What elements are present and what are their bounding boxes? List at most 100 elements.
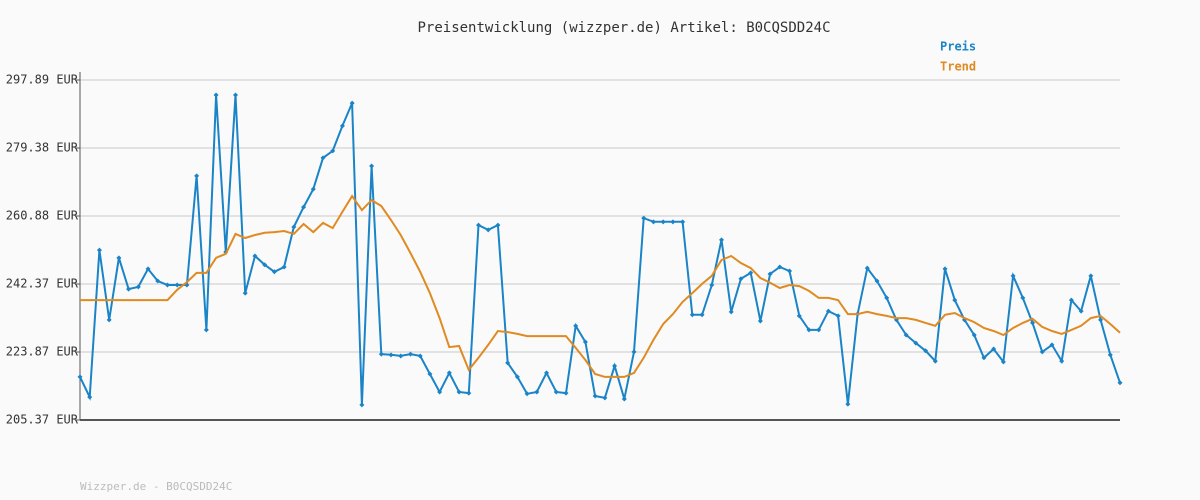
- point: [505, 360, 511, 366]
- point: [369, 163, 375, 169]
- point: [252, 253, 258, 259]
- y-tick-label: 279.38 EUR: [6, 141, 79, 155]
- point: [407, 351, 413, 357]
- point: [485, 227, 491, 233]
- point: [1117, 380, 1123, 386]
- point: [913, 340, 919, 346]
- point: [631, 349, 637, 355]
- point: [582, 339, 588, 345]
- point: [1068, 297, 1074, 303]
- point: [612, 363, 618, 369]
- legend-label: Preis: [940, 40, 976, 54]
- point: [359, 402, 365, 408]
- point: [835, 313, 841, 319]
- series-line: [80, 194, 1121, 378]
- point: [903, 332, 909, 338]
- point: [971, 332, 977, 338]
- point: [164, 282, 170, 288]
- y-tick-label: 205.37 EUR: [6, 413, 79, 427]
- point: [777, 264, 783, 270]
- point: [87, 394, 93, 400]
- point: [495, 222, 501, 228]
- point: [952, 297, 958, 303]
- point: [553, 389, 559, 395]
- point: [281, 264, 287, 270]
- point: [787, 268, 793, 274]
- point: [621, 396, 627, 402]
- point: [135, 284, 141, 290]
- point: [427, 371, 433, 377]
- legend-label: Trend: [940, 60, 976, 74]
- point: [699, 312, 705, 318]
- point: [767, 271, 773, 277]
- point: [1030, 320, 1036, 326]
- point: [738, 276, 744, 282]
- point: [534, 389, 540, 395]
- point: [845, 401, 851, 407]
- point: [641, 215, 647, 221]
- point: [388, 352, 394, 358]
- point: [242, 290, 248, 296]
- point: [592, 393, 598, 399]
- point: [1020, 295, 1026, 301]
- point: [417, 353, 423, 359]
- point: [456, 389, 462, 395]
- point: [213, 92, 219, 98]
- point: [816, 327, 822, 333]
- y-tick-label: 297.89 EUR: [6, 73, 79, 87]
- point: [155, 278, 161, 284]
- point: [728, 309, 734, 315]
- point: [514, 374, 520, 380]
- point: [884, 295, 890, 301]
- point: [757, 318, 763, 324]
- point: [1107, 352, 1113, 358]
- point: [437, 389, 443, 395]
- point: [262, 262, 268, 268]
- point: [923, 348, 929, 354]
- series-line: [79, 94, 1121, 405]
- point: [330, 148, 336, 154]
- point: [126, 286, 132, 292]
- point: [825, 308, 831, 314]
- point: [1039, 349, 1045, 355]
- point: [796, 313, 802, 319]
- point: [544, 370, 550, 376]
- point: [96, 247, 102, 253]
- point: [301, 204, 307, 210]
- footer: Wizzper.de - B0CQSDD24C: [80, 480, 232, 493]
- point: [1098, 317, 1104, 323]
- point: [864, 265, 870, 271]
- point: [660, 219, 666, 225]
- point: [573, 323, 579, 329]
- point: [680, 219, 686, 225]
- point: [339, 123, 345, 129]
- chart-title: Preisentwicklung (wizzper.de) Artikel: B…: [417, 20, 830, 36]
- point: [446, 370, 452, 376]
- point: [203, 327, 209, 333]
- point: [689, 312, 695, 318]
- point: [981, 355, 987, 361]
- point: [476, 222, 482, 228]
- point: [174, 282, 180, 288]
- y-tick-label: 260.88 EUR: [6, 209, 79, 223]
- point: [194, 173, 200, 179]
- point: [1078, 308, 1084, 314]
- point: [271, 269, 277, 275]
- point: [991, 346, 997, 352]
- y-tick-label: 223.87 EUR: [6, 345, 79, 359]
- point: [874, 278, 880, 284]
- point: [466, 390, 472, 396]
- point: [563, 390, 569, 396]
- point: [106, 317, 112, 323]
- point: [145, 266, 151, 272]
- point: [310, 186, 316, 192]
- point: [378, 351, 384, 357]
- point: [602, 395, 608, 401]
- point: [1059, 358, 1065, 364]
- point: [650, 219, 656, 225]
- point: [291, 224, 297, 230]
- point: [233, 92, 239, 98]
- point: [932, 358, 938, 364]
